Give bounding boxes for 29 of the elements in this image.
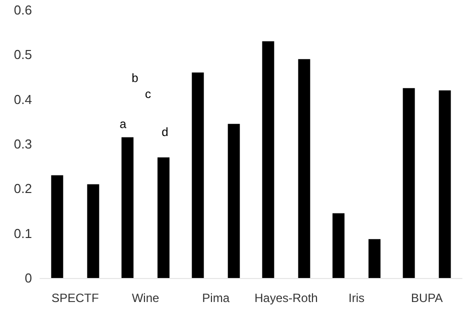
x-tick-label: SPECTF (51, 291, 99, 305)
x-tick-label: Wine (132, 291, 160, 305)
x-tick-label: Hayes-Roth (254, 291, 318, 305)
bar (158, 157, 170, 278)
annotation: d (162, 125, 168, 139)
bar (192, 72, 204, 278)
bar (122, 137, 134, 278)
bar (332, 213, 344, 278)
bar (438, 90, 451, 278)
y-tick-label: 0 (24, 270, 32, 286)
y-tick-label: 0.1 (14, 226, 32, 241)
y-tick-label: 0.5 (14, 47, 32, 62)
bar (368, 239, 380, 278)
bar (262, 41, 274, 278)
y-tick-label: 0.2 (14, 181, 32, 196)
bar (228, 124, 240, 278)
bar (51, 175, 64, 278)
x-tick-label: Iris (348, 291, 364, 305)
bar (298, 59, 310, 278)
annotation: b (132, 71, 139, 85)
y-tick-label: 0.3 (14, 136, 32, 152)
annotation: a (120, 117, 127, 131)
bar (87, 184, 100, 278)
y-tick-label: 0.6 (14, 2, 32, 18)
bar (402, 88, 415, 278)
annotation: c (145, 87, 151, 101)
x-tick-label: BUPA (410, 291, 443, 305)
x-tick-label: Pima (202, 291, 230, 305)
y-tick-label: 0.4 (14, 92, 32, 107)
